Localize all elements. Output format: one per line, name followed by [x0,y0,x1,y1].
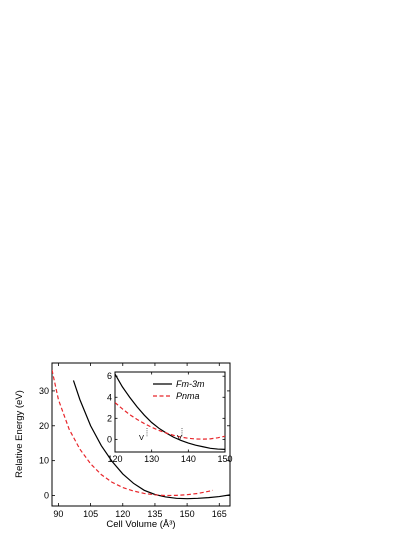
main-y-tick-label: 10 [39,456,49,466]
main-x-tick-label: 165 [212,509,227,519]
main-y-tick-label: 20 [39,421,49,431]
inset-y-tick-label: 2 [107,413,112,423]
inset-y-tick-label: 0 [107,434,112,444]
inset-y-tick-label: 6 [107,371,112,381]
inset-x-tick-label: 120 [107,454,122,464]
inset-x-tick-label: 150 [217,454,232,464]
main-x-tick-label: 120 [115,509,130,519]
main-y-tick-label: 0 [44,491,49,501]
main-y-tick-label: 30 [39,386,49,396]
inset-series-fm3m [115,373,225,450]
main-x-tick-label: 150 [180,509,195,519]
main-x-tick-label: 90 [53,509,63,519]
inset-axis-ticks: 120 130 140 150 0 2 4 6 [107,371,233,464]
inset-y-tick-label: 4 [107,392,112,402]
main-series-pnma [52,369,213,497]
y-axis-label: Relative Energy (eV) [14,390,25,478]
inset-series-pnma [115,402,225,440]
inset-x-tick-label: 130 [144,454,159,464]
main-x-tick-label: 135 [147,509,162,519]
v1-label: V [139,433,144,442]
main-x-tick-label: 105 [83,509,98,519]
inset-series [115,373,225,450]
inset-x-tick-label: 140 [181,454,196,464]
main-series [52,369,230,500]
legend-label-fm3m: Fm-3m [176,379,205,389]
main-series-fm3m [72,380,230,500]
v2-label: V [177,433,182,442]
main-plot-frame [51,362,231,507]
legend-label-pnma: Pnma [176,391,200,401]
x-axis-label: Cell Volume (Å³) [106,519,175,530]
